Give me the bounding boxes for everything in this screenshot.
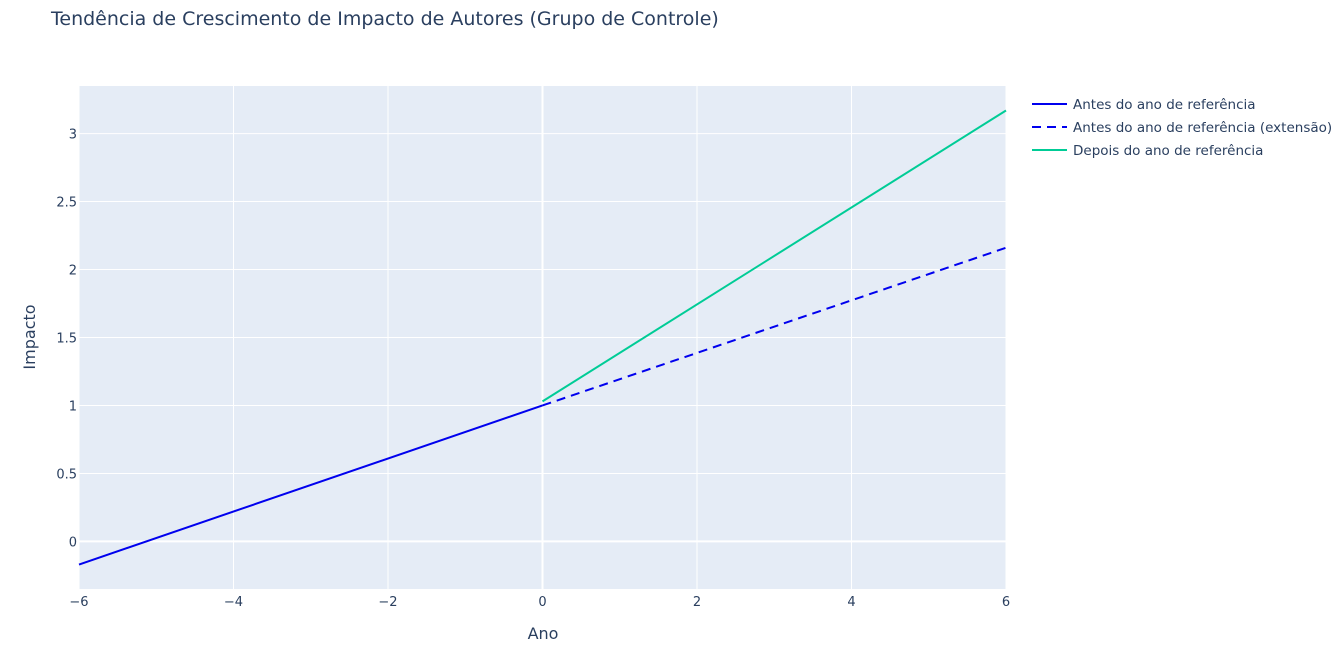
y-tick-label: 0 [69,535,77,550]
legend-item-3[interactable]: Depois do ano de referência [1032,143,1263,159]
series-lines [78,109,1007,566]
x-tick-label: 4 [847,595,855,610]
series-line-1 [78,404,543,566]
legend-label: Depois do ano de referência [1073,143,1263,159]
series-line-2 [542,246,1007,407]
y-tick-label: 1 [69,399,77,414]
series-line-3 [541,109,1007,403]
y-tick-label: 3 [69,128,77,143]
y-axis-title: Impacto [20,304,39,369]
legend-label: Antes do ano de referência (extensão) [1073,120,1332,136]
x-axis-ticks: −6 −4 −2 0 2 4 6 [69,595,1010,610]
legend-item-2[interactable]: Antes do ano de referência (extensão) [1032,120,1332,136]
x-tick-label: 0 [538,595,546,610]
y-axis-ticks: 0 0.5 1 1.5 2 2.5 3 [56,128,77,551]
x-tick-label: 2 [693,595,701,610]
y-tick-label: 1.5 [56,332,77,347]
legend-item-1[interactable]: Antes do ano de referência [1032,97,1256,113]
chart-title: Tendência de Crescimento de Impacto de A… [50,8,719,30]
y-tick-label: 2.5 [56,196,77,211]
x-tick-label: −6 [69,595,88,610]
y-tick-label: 2 [69,264,77,279]
x-tick-label: −4 [224,595,243,610]
x-tick-label: −2 [378,595,397,610]
x-tick-label: 6 [1002,595,1010,610]
x-axis-title: Ano [528,624,559,643]
y-tick-label: 0.5 [56,467,77,482]
legend[interactable]: Antes do ano de referência Antes do ano d… [1032,97,1332,159]
legend-label: Antes do ano de referência [1073,97,1256,113]
